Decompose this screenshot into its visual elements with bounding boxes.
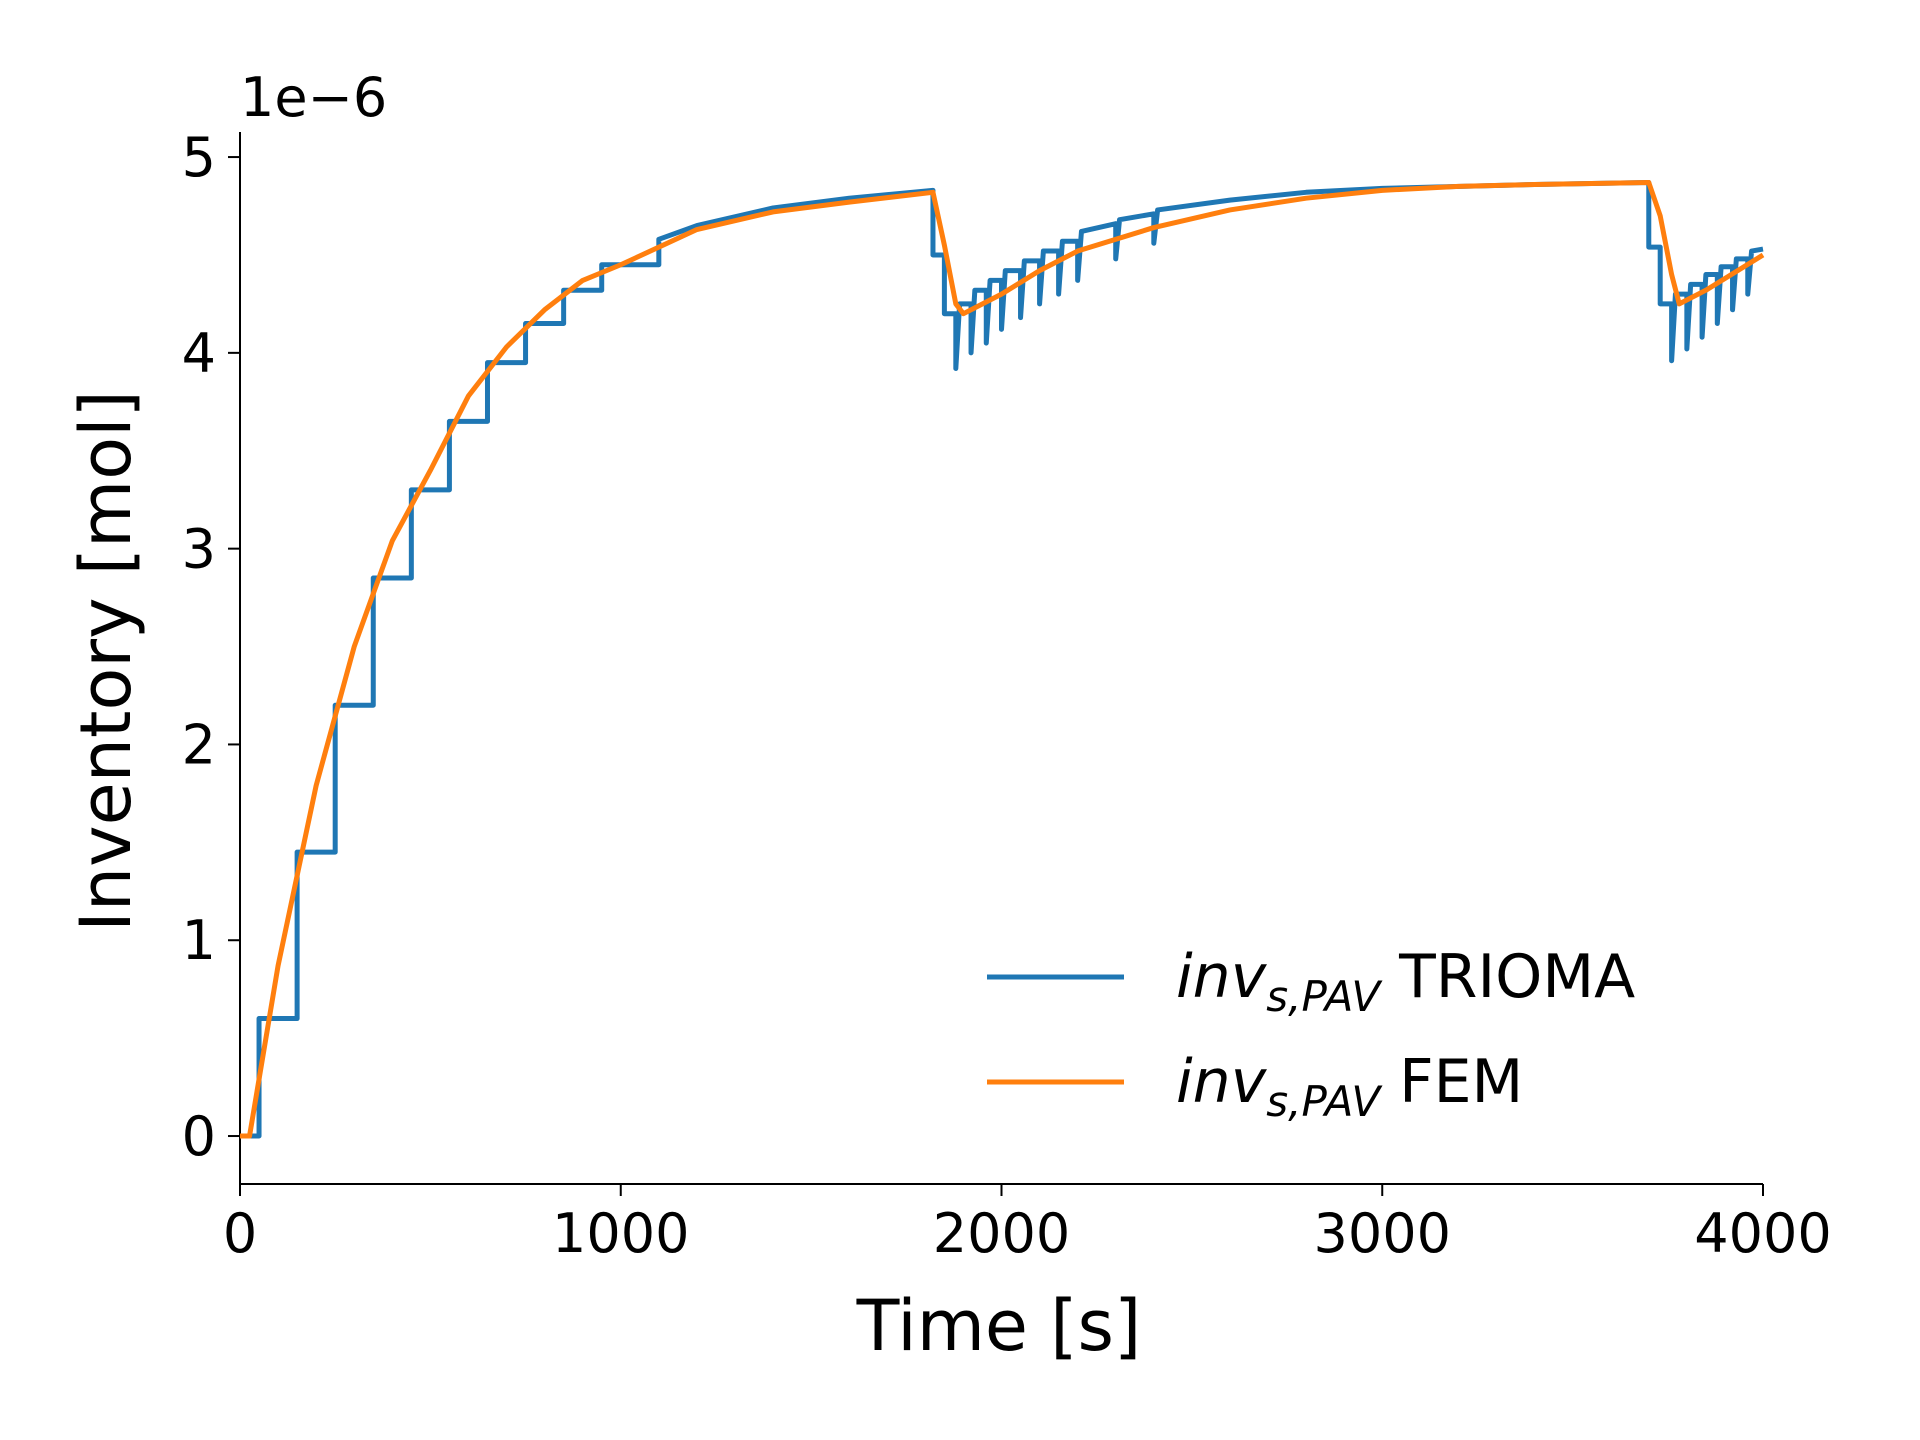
y-tick-label: 2 [182, 713, 216, 776]
x-axis-label: Time [s] [856, 1285, 1142, 1367]
y-tick-label: 0 [182, 1105, 216, 1168]
x-tick-label: 0 [223, 1202, 257, 1265]
offset-text: 1e−6 [240, 66, 387, 129]
y-tick-label: 4 [182, 322, 216, 385]
series-line [240, 180, 1765, 1139]
legend-label: invs,PAV FEM [1176, 1047, 1523, 1126]
legend-label: invs,PAV TRIOMA [1176, 942, 1635, 1021]
y-tick-label: 5 [182, 126, 216, 189]
y-tick-label: 3 [182, 518, 216, 581]
y-tick-label: 1 [182, 909, 216, 972]
x-tick-label: 1000 [552, 1202, 689, 1265]
y-axis-label: Inventory [mol] [65, 390, 147, 932]
series-line [240, 180, 1764, 1139]
x-tick-label: 2000 [933, 1202, 1070, 1265]
x-tick-label: 4000 [1694, 1202, 1831, 1265]
x-tick-label: 3000 [1314, 1202, 1451, 1265]
